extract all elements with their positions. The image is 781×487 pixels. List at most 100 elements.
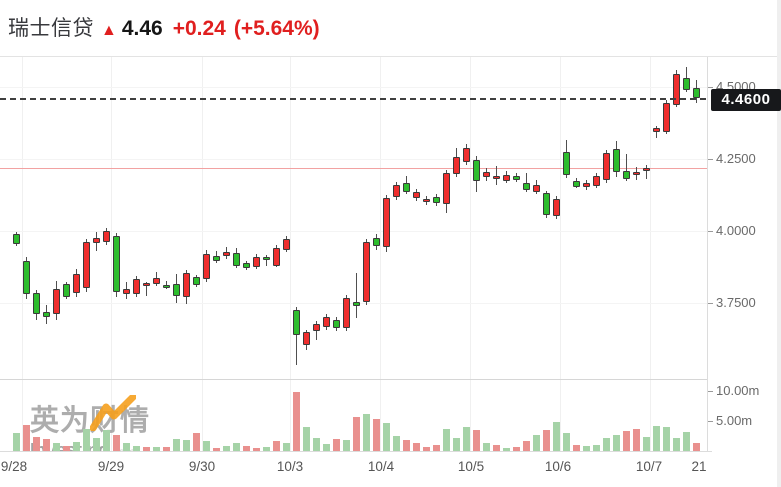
volume-bar [233,443,240,451]
candle [583,183,590,187]
volume-bar [463,427,470,451]
candle [253,257,260,267]
volume-axis-label: 5.00m [716,413,753,428]
candle [83,242,90,288]
volume-bar [523,441,530,451]
volume-bar [93,438,100,451]
candle [513,176,520,180]
price-axis-tick [708,159,713,160]
candle [433,197,440,203]
candle-wick [646,165,647,179]
candle [203,254,210,279]
price-axis-tick [708,87,713,88]
day-gridline [290,57,291,451]
volume-bar [343,440,350,451]
volume-bar [493,445,500,451]
candle-wick [526,173,527,192]
volume-bar [263,447,270,451]
volume-bar [313,438,320,451]
price-axis[interactable]: 4.5000 4.2500 4.0000 3.7500 10.00m 5.00m [707,57,781,451]
time-axis[interactable]: 9/28 9/29 9/30 10/3 10/4 10/5 10/6 10/7 21 [0,455,712,477]
symbol-name: 瑞士信贷 [8,17,94,40]
candle [413,192,420,198]
time-axis-label: 9/30 [188,459,216,474]
price-gridline [0,87,707,88]
candle [473,160,480,181]
volume-bar [613,435,620,451]
volume-bar [593,445,600,451]
volume-bar [683,432,690,451]
volume-bar [153,447,160,451]
day-gridline [22,57,23,451]
candle [533,185,540,192]
time-axis-label: 9/29 [97,459,125,474]
candle-wick [356,273,357,318]
volume-bar [273,441,280,451]
candle [233,253,240,266]
volume-bar [673,438,680,451]
volume-bar [333,439,340,451]
volume-bar [83,429,90,451]
candle [443,173,450,204]
day-gridline [111,57,112,451]
volume-bar [33,437,40,451]
volume-bar [503,448,510,451]
candle [153,278,160,284]
day-gridline [470,57,471,451]
candle [303,332,310,345]
candle [223,252,230,256]
volume-bar [13,433,20,451]
candle [603,153,610,180]
volume-bar [533,435,540,451]
candle-wick [626,154,627,181]
volume-bar [513,447,520,451]
volume-axis-tick [708,421,713,422]
candle [693,88,700,98]
price-axis-tick [708,231,713,232]
volume-axis-label: 10.00m [716,383,760,398]
candle-wick [296,307,297,365]
volume-bar [203,441,210,451]
volume-bar [193,433,200,451]
chart-top-border [0,56,781,57]
candle [183,273,190,297]
candle-wick [496,166,497,185]
price-change-percent: (+5.64%) [233,17,320,40]
price-axis-border [707,57,708,452]
candle [193,277,200,285]
candle [403,183,410,192]
time-axis-label: 10/6 [544,459,572,474]
volume-bar [53,443,60,451]
time-axis-label: 10/3 [276,459,304,474]
volume-bar [143,447,150,451]
price-axis-label: 4.0000 [716,223,756,238]
candle [503,175,510,181]
candle [453,157,460,174]
candle [383,198,390,247]
time-axis-label: 10/7 [635,459,663,474]
current-price-badge: 4.4600 [711,89,781,111]
candle [673,74,680,105]
candle [573,181,580,187]
candle [93,238,100,243]
candle [53,289,60,314]
window-scrollbar-track[interactable] [777,0,781,487]
volume-bar [373,419,380,451]
candle [113,236,120,292]
candle [553,199,560,216]
time-axis-label: 9/28 [0,459,28,474]
day-gridline [560,57,561,451]
volume-bar [293,392,300,451]
candle [143,283,150,286]
candle [293,310,300,335]
candle-wick [146,282,147,296]
candle [373,238,380,246]
candle [683,78,690,90]
candle [653,128,660,132]
volume-bar [483,443,490,451]
plot-area[interactable]: 英为财情 Investing.com [0,57,707,451]
watermark-com: .com [109,445,135,451]
candle [273,248,280,266]
volume-bar [573,445,580,451]
